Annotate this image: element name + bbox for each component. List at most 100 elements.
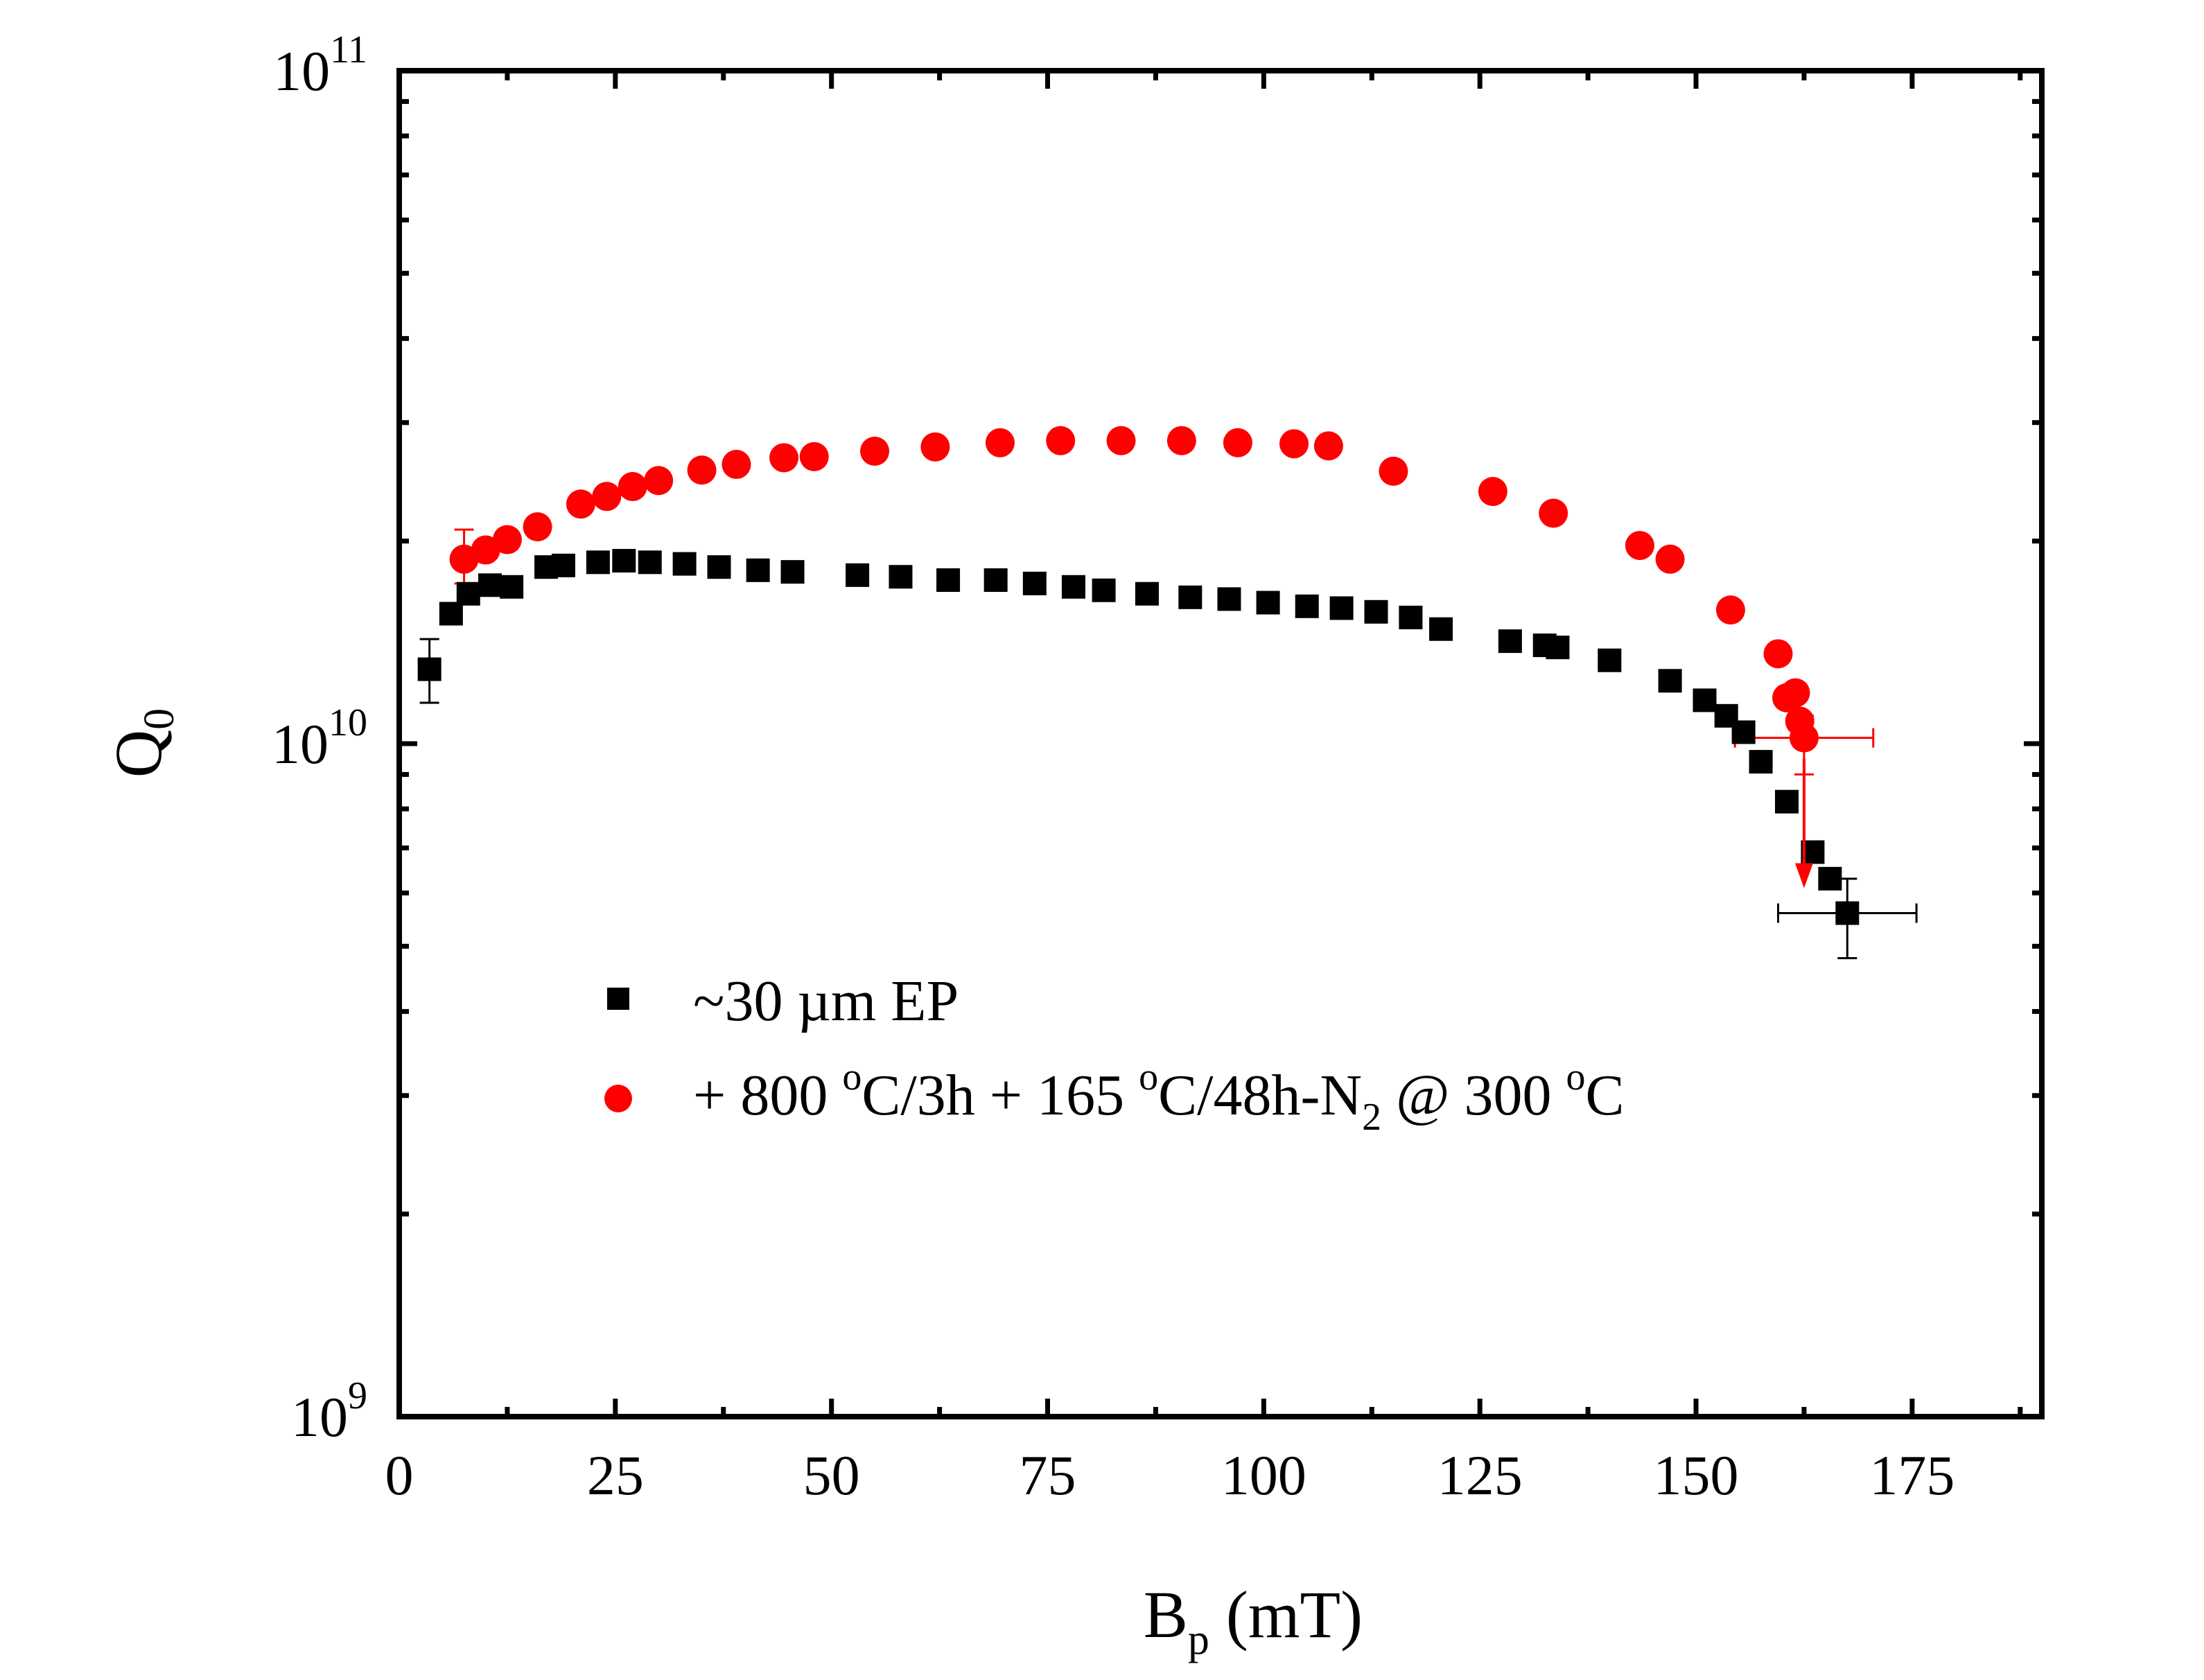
error-bars <box>419 528 1918 960</box>
data-point-ep <box>1329 596 1354 620</box>
y-tick-label-base: 10 <box>291 1385 348 1449</box>
data-point-treated <box>1166 426 1196 455</box>
legend-text-part: C/3h + 165 <box>862 1063 1139 1128</box>
x-tick-label: 50 <box>803 1444 860 1507</box>
y-tick-label: 1010 <box>272 701 367 776</box>
data-point-treated <box>1313 431 1343 461</box>
legend-superscript: o <box>1139 1056 1158 1099</box>
data-point-ep <box>1256 590 1280 615</box>
legend-text-part: C <box>1585 1063 1624 1128</box>
data-point-ep <box>552 553 575 577</box>
data-point-ep <box>1498 629 1522 654</box>
data-point-ep <box>1135 581 1159 606</box>
legend-subscript: 2 <box>1362 1096 1381 1139</box>
data-point-treated <box>1715 595 1745 625</box>
data-point-ep <box>1399 605 1423 629</box>
y-tick-label-base: 10 <box>273 40 330 103</box>
x-axis-title-sub: p <box>1188 1616 1209 1663</box>
data-point-treated <box>1478 477 1507 507</box>
data-point-treated <box>721 450 751 480</box>
x-axis-title: Bp (mT) <box>1144 1577 1363 1663</box>
data-point-ep <box>1546 636 1570 660</box>
data-point-ep <box>1775 789 1799 814</box>
data-point-ep <box>780 560 805 584</box>
data-point-ep <box>1061 575 1085 599</box>
data-point-treated <box>1223 428 1252 457</box>
legend-text-part: @ 300 <box>1381 1063 1566 1128</box>
data-point-ep <box>1658 669 1682 693</box>
data-series <box>417 426 1860 925</box>
y-tick-label-exponent: 10 <box>329 701 367 744</box>
data-point-ep <box>1749 750 1773 774</box>
data-point-ep <box>478 573 502 597</box>
legend-text-part: C/48h-N <box>1158 1063 1362 1128</box>
x-tick-label: 125 <box>1437 1444 1523 1507</box>
data-point-ep <box>1092 578 1116 602</box>
data-point-treated <box>644 466 674 496</box>
x-tick-label: 175 <box>1869 1444 1954 1507</box>
y-axis-title: Q0 <box>101 708 183 778</box>
y-axis-title-main: Q <box>101 730 175 778</box>
data-point-ep <box>1731 720 1756 744</box>
data-point-treated <box>523 512 552 542</box>
data-point-treated <box>687 455 717 485</box>
data-point-treated <box>492 525 522 554</box>
data-point-treated <box>799 441 829 471</box>
data-point-treated <box>1625 531 1654 561</box>
data-point-treated <box>1781 678 1810 708</box>
data-point-ep <box>586 550 610 575</box>
data-point-ep <box>1429 617 1453 641</box>
data-point-treated <box>1655 544 1685 574</box>
x-axis-title-main: B <box>1144 1577 1188 1652</box>
data-point-ep <box>417 657 441 681</box>
data-point-treated <box>769 443 799 473</box>
data-point-treated <box>1106 426 1136 455</box>
upper-limit-arrow-head <box>1794 863 1813 889</box>
data-point-ep <box>672 552 697 576</box>
x-tick-label: 100 <box>1221 1444 1306 1507</box>
data-point-treated <box>1046 426 1076 455</box>
y-tick-label-base: 10 <box>272 712 329 776</box>
data-point-treated <box>1379 456 1408 486</box>
data-point-treated <box>592 482 622 511</box>
data-point-ep <box>889 565 913 589</box>
legend-text-part: + 800 <box>693 1063 842 1128</box>
y-tick-label-exponent: 11 <box>330 28 367 71</box>
legend-marker-ep <box>607 988 629 1010</box>
data-point-ep <box>1818 866 1842 891</box>
data-point-treated <box>471 535 500 565</box>
data-point-ep <box>1835 901 1860 925</box>
data-point-ep <box>500 575 524 599</box>
data-point-treated <box>860 437 890 466</box>
x-tick-label: 75 <box>1020 1444 1076 1507</box>
legend-label-treated: + 800 oC/3h + 165 oC/48h-N2 @ 300 oC <box>693 1056 1625 1139</box>
data-point-treated <box>985 428 1015 457</box>
data-point-ep <box>983 568 1008 593</box>
data-point-ep <box>936 568 961 593</box>
data-point-ep <box>638 550 662 575</box>
data-point-ep <box>1178 585 1202 609</box>
legend: ~30 µm EP + 800 oC/3h + 165 oC/48h-N2 @ … <box>604 969 1625 1139</box>
data-point-treated <box>1789 723 1819 753</box>
data-point-ep <box>746 558 770 582</box>
data-point-ep <box>1364 600 1388 624</box>
legend-label-ep: ~30 µm EP <box>693 969 959 1033</box>
data-point-ep <box>612 549 636 573</box>
legend-superscript: o <box>842 1056 862 1099</box>
y-tick-label: 1011 <box>273 28 367 103</box>
data-point-ep <box>1295 594 1319 618</box>
data-point-treated <box>618 472 647 502</box>
data-point-treated <box>566 489 595 519</box>
data-point-ep <box>1693 688 1717 712</box>
data-point-treated <box>1763 639 1793 669</box>
legend-marker-treated <box>604 1085 632 1112</box>
data-point-ep <box>1598 648 1622 672</box>
data-point-ep <box>1217 587 1241 611</box>
data-point-ep <box>439 602 463 626</box>
legend-superscript: o <box>1566 1056 1585 1099</box>
data-point-treated <box>1279 429 1309 459</box>
x-tick-label: 25 <box>587 1444 644 1507</box>
data-point-treated <box>920 432 950 462</box>
